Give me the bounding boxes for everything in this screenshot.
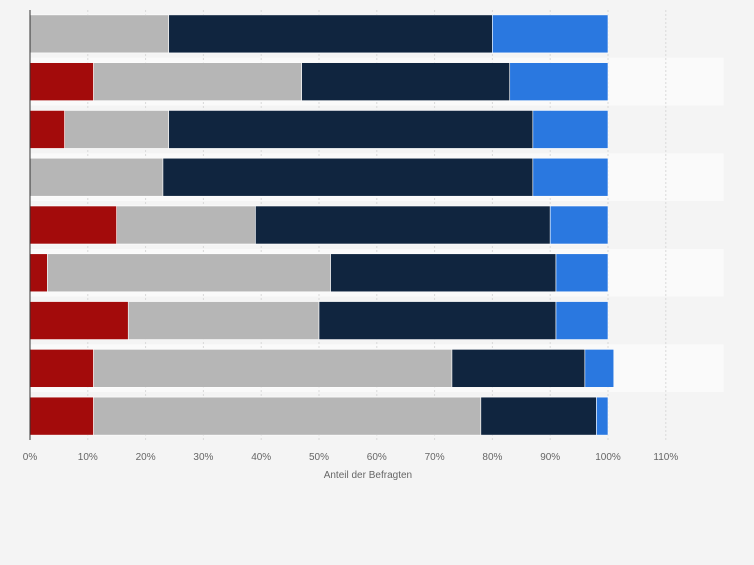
bar-segment — [162, 157, 534, 197]
bar-segment — [93, 349, 453, 388]
x-tick-label: 20% — [136, 452, 156, 463]
x-tick-label: 40% — [251, 452, 271, 463]
bar-segment — [555, 253, 609, 293]
x-tick-labels: 0% 10% 20% 30% 40% 50% 60% 70% 80% 90% 100% 110% — [23, 452, 679, 463]
bar-segment — [29, 253, 48, 293]
bar-segment — [549, 205, 609, 245]
bar-segment — [29, 62, 94, 101]
bar-segment — [255, 205, 551, 245]
bar-segment — [451, 349, 586, 388]
x-tick-label: 30% — [193, 452, 213, 463]
x-tick-label: 60% — [367, 452, 387, 463]
bar-segment — [93, 396, 482, 436]
x-tick-label: 90% — [540, 452, 560, 463]
x-tick-label: 100% — [595, 452, 621, 463]
x-tick-label: 10% — [78, 452, 98, 463]
bar-segment — [29, 349, 94, 388]
x-tick-label: 70% — [425, 452, 445, 463]
bar-segment — [29, 301, 129, 340]
x-tick-label: 80% — [482, 452, 502, 463]
bar-segment — [127, 301, 320, 340]
bar-segment — [596, 396, 609, 436]
x-tick-label: 0% — [23, 452, 38, 463]
bar-segment — [29, 205, 117, 245]
bar-segment — [492, 14, 609, 54]
bar-segment — [509, 62, 609, 101]
bar-segment — [532, 110, 609, 149]
bar-segment — [116, 205, 256, 245]
bar-segment — [318, 301, 557, 340]
bar-segment — [29, 157, 164, 197]
bar-segment — [301, 62, 511, 101]
bar-segment — [29, 396, 94, 436]
bar-segment — [47, 253, 331, 293]
x-axis-label: Anteil der Befragten — [324, 470, 412, 481]
bar-segment — [93, 62, 302, 101]
bar-segment — [555, 301, 609, 340]
bar-segment — [532, 157, 609, 197]
bar-segment — [29, 14, 170, 54]
bar-segment — [584, 349, 615, 388]
x-tick-label: 110% — [653, 452, 678, 463]
bars — [29, 14, 615, 436]
bar-segment — [480, 396, 597, 436]
bar-segment — [64, 110, 170, 149]
bar-segment — [29, 110, 65, 149]
bar-segment — [168, 14, 493, 54]
x-tick-label: 50% — [309, 452, 329, 463]
bar-segment — [168, 110, 534, 149]
bar-segment — [330, 253, 557, 293]
